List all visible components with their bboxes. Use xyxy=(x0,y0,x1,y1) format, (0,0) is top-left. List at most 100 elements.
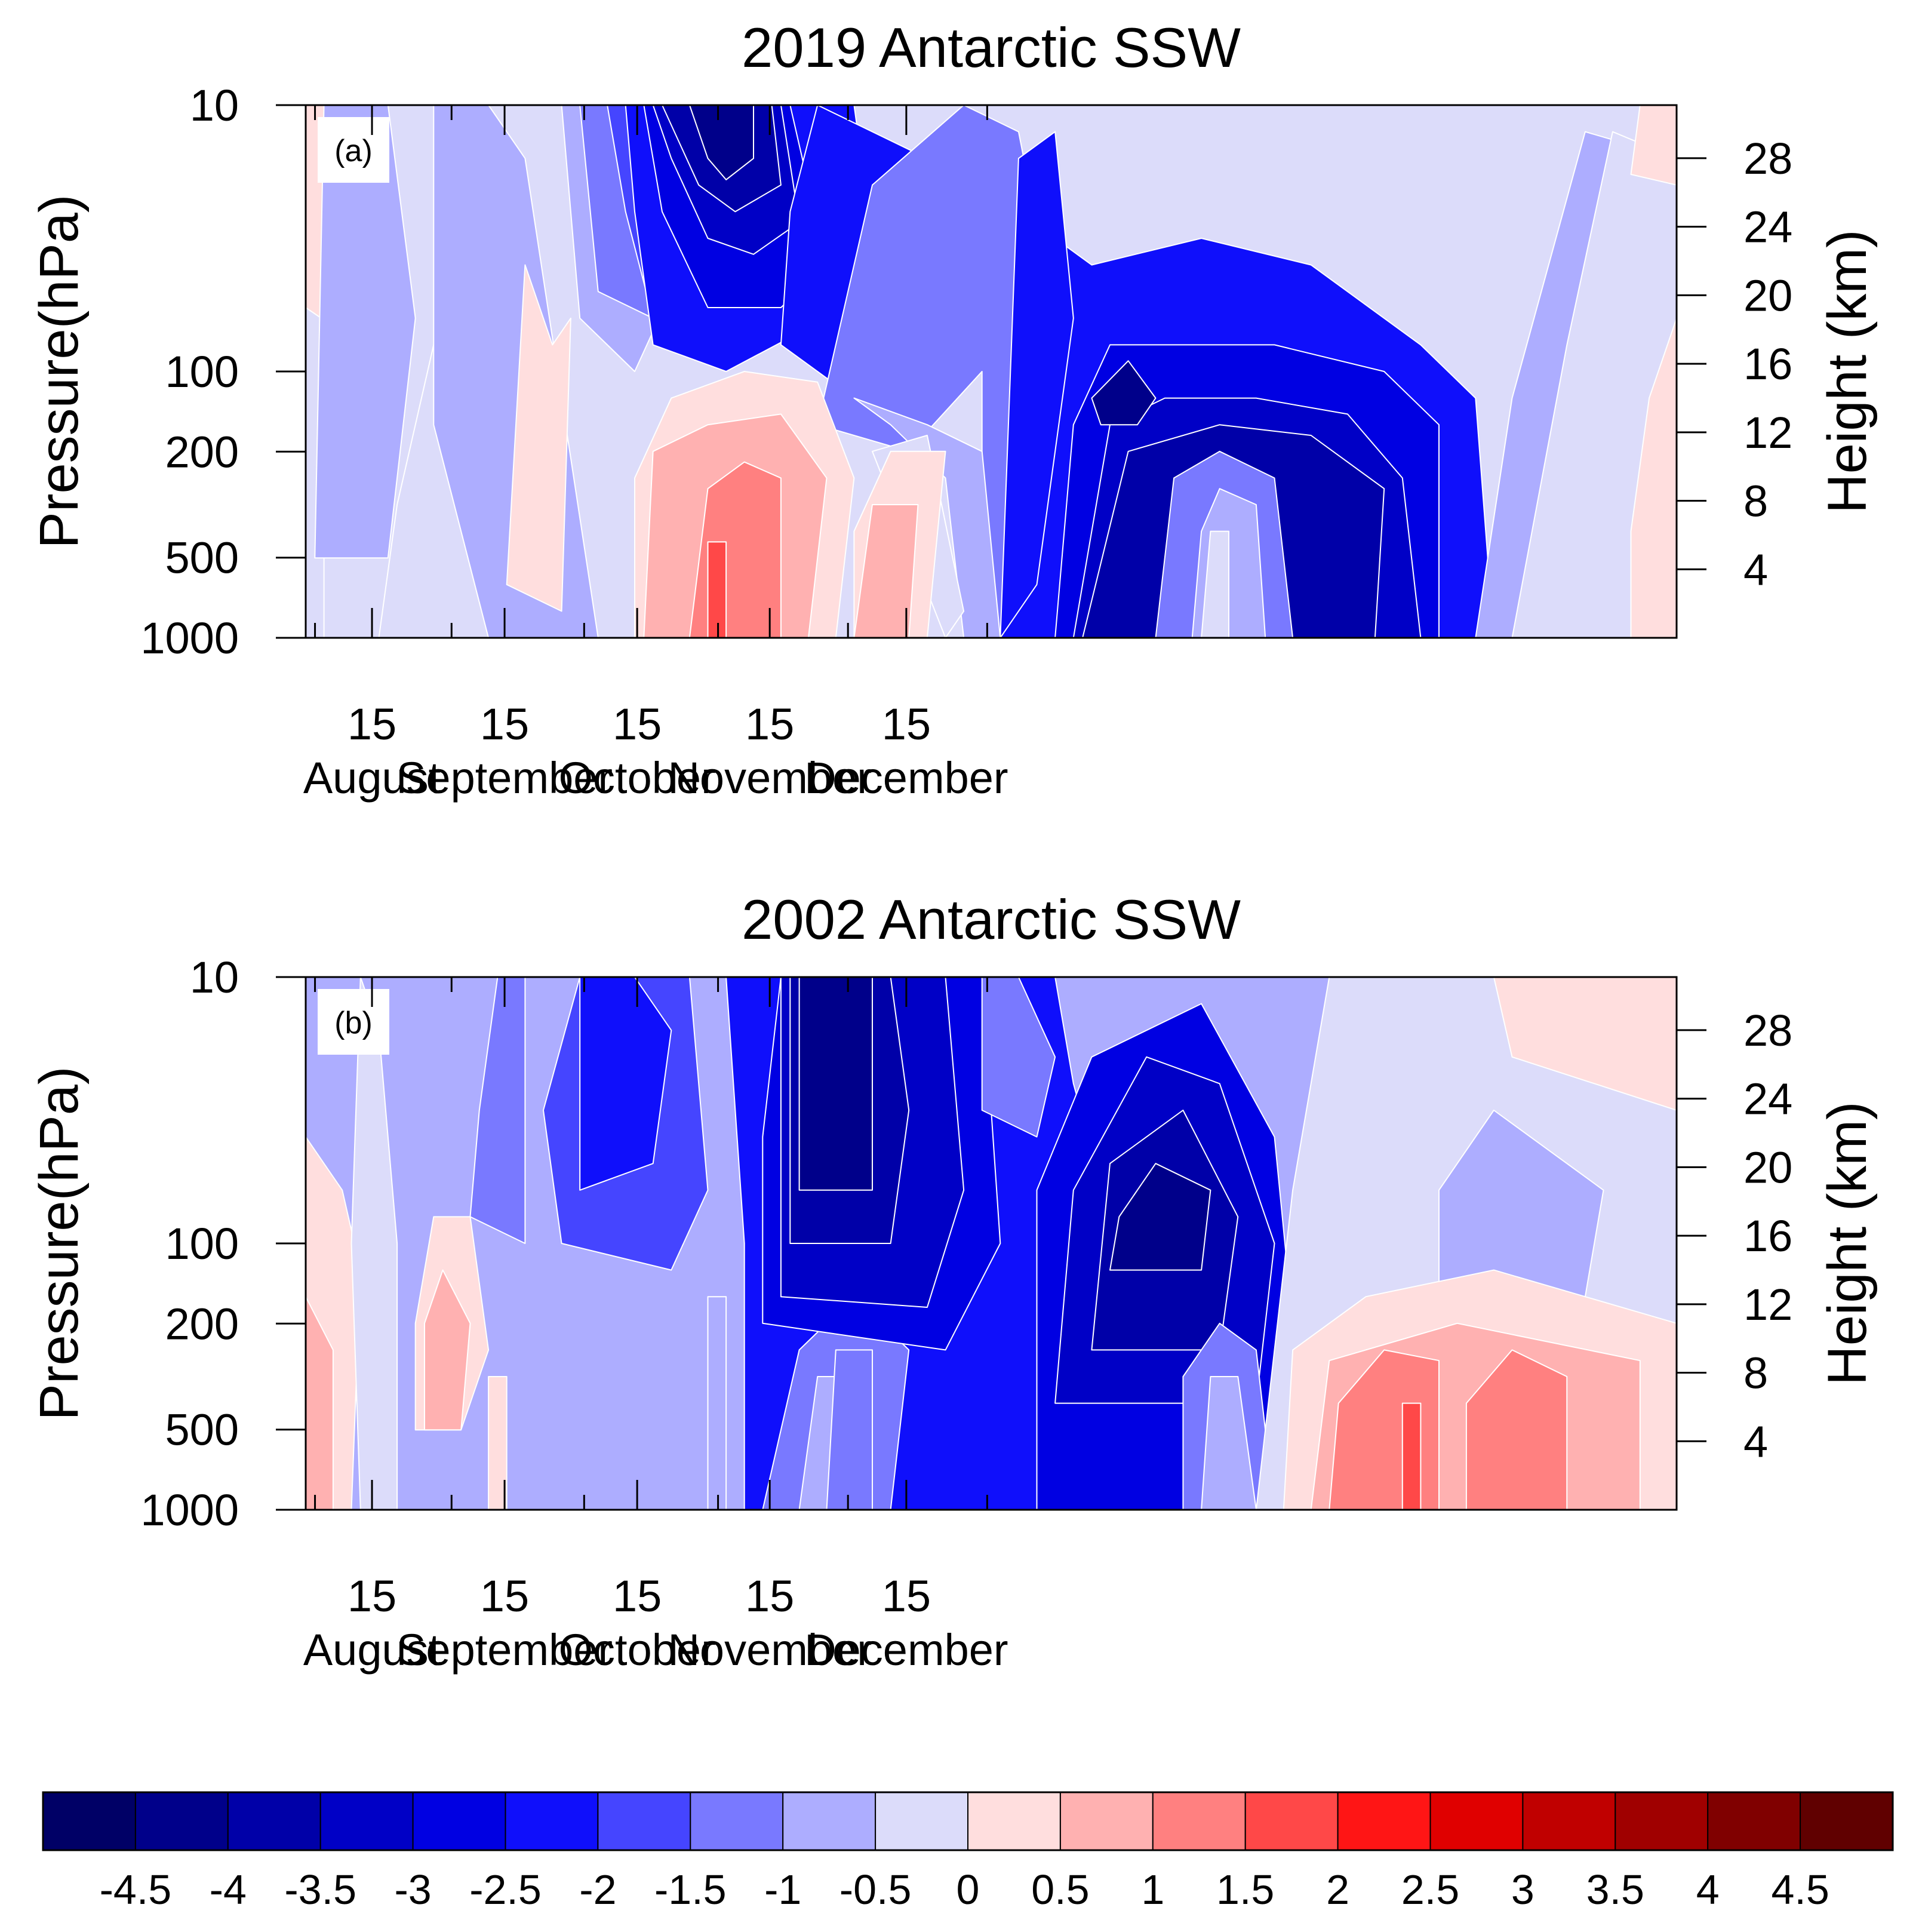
x-day-label: 15 xyxy=(745,699,794,749)
x-month-label: September xyxy=(396,1625,613,1675)
colorbar-swatch xyxy=(1522,1792,1616,1851)
pressure-tick-label: 200 xyxy=(165,427,239,477)
pressure-tick-label: 200 xyxy=(165,1299,239,1349)
colorbar-frame xyxy=(42,1791,1894,1851)
panel-a-ticks: 10100200500100028242016128415August15Sep… xyxy=(140,81,1792,803)
pressure-tick-label: 1000 xyxy=(140,613,239,663)
colorbar-tick-label: -2.5 xyxy=(469,1866,542,1913)
colorbar-swatch xyxy=(597,1792,691,1851)
panel-b-contour-field xyxy=(306,977,1677,1510)
colorbar-tick-label: -4.5 xyxy=(100,1866,172,1913)
contour-region-0-35 xyxy=(1630,317,1677,638)
contour-region-0-21 xyxy=(707,541,727,638)
x-day-label: 15 xyxy=(882,1571,931,1621)
colorbar-tick-label: -4 xyxy=(210,1866,247,1913)
x-month-label: September xyxy=(396,753,613,803)
contour-region-1-31 xyxy=(1465,1349,1568,1510)
panel-a-label: (a) xyxy=(334,134,373,168)
panel-b-label: (b) xyxy=(334,1006,373,1040)
colorbar-swatch xyxy=(690,1792,784,1851)
colorbar-swatch xyxy=(1244,1792,1339,1851)
x-day-label: 15 xyxy=(613,1571,662,1621)
contour-region-1-18 xyxy=(826,1349,873,1510)
pressure-tick-label: 500 xyxy=(165,1405,239,1455)
colorbar-swatch xyxy=(875,1792,968,1851)
colorbar-tick-label: 1 xyxy=(1141,1866,1164,1913)
panel-b-y2label: Height (km) xyxy=(1817,1101,1878,1385)
panel-a: 2019 Antarctic SSW (a) Pressure(hPa) Hei… xyxy=(29,16,1878,803)
x-month-label: November xyxy=(668,753,871,803)
colorbar-tick-label: -3.5 xyxy=(284,1866,356,1913)
height-tick-label: 28 xyxy=(1743,134,1792,183)
colorbar-swatch xyxy=(412,1792,506,1851)
panel-a-contour-field xyxy=(306,105,1677,638)
contour-region-0-29 xyxy=(1000,131,1074,638)
x-day-label: 15 xyxy=(348,1571,396,1621)
x-day-label: 15 xyxy=(348,699,396,749)
colorbar-tick-label: 1.5 xyxy=(1216,1866,1274,1913)
x-month-label: August xyxy=(303,1625,441,1675)
colorbar-swatch xyxy=(1707,1792,1801,1851)
contour-region-1-33 xyxy=(1493,977,1677,1111)
x-month-label: November xyxy=(668,1625,871,1675)
contour-region-1-32 xyxy=(1401,1402,1422,1510)
colorbar-swatch xyxy=(134,1792,229,1851)
colorbar-tick-label: 2.5 xyxy=(1401,1866,1459,1913)
panel-a-y2label: Height (km) xyxy=(1817,229,1878,513)
contour-region-1-23 xyxy=(1109,1163,1211,1271)
contour-region-1-6 xyxy=(488,1376,508,1510)
contour-region-1-10 xyxy=(707,1296,727,1510)
contour-region-1-2 xyxy=(306,1296,334,1510)
colorbar-tick-label: -1 xyxy=(764,1866,801,1913)
panel-b-ticks: 10100200500100028242016128415August15Sep… xyxy=(140,953,1792,1675)
contour-region-1-9 xyxy=(579,977,672,1191)
colorbar-tick-label: 4 xyxy=(1696,1866,1720,1913)
colorbar-tick-label: 2 xyxy=(1326,1866,1349,1913)
height-tick-label: 16 xyxy=(1743,1211,1792,1261)
panel-b-ylabel: Pressure(hPa) xyxy=(29,1066,90,1420)
colorbar-swatch xyxy=(1059,1792,1154,1851)
colorbar-tick-label: 0.5 xyxy=(1031,1866,1089,1913)
height-tick-label: 4 xyxy=(1743,545,1768,594)
pressure-tick-label: 500 xyxy=(165,533,239,583)
colorbar-swatch xyxy=(782,1792,877,1851)
height-tick-label: 20 xyxy=(1743,1142,1792,1192)
x-day-label: 15 xyxy=(480,699,529,749)
colorbar-tick-label: 0 xyxy=(957,1866,980,1913)
panel-a-title: 2019 Antarctic SSW xyxy=(742,16,1241,79)
x-month-label: October xyxy=(559,1625,716,1675)
panel-a-label-box xyxy=(318,117,389,183)
colorbar-swatch xyxy=(1429,1792,1524,1851)
height-tick-label: 28 xyxy=(1743,1006,1792,1055)
colorbar-swatch xyxy=(42,1792,136,1851)
panel-b: 2002 Antarctic SSW (b) Pressure(hPa) Hei… xyxy=(29,888,1878,1675)
height-tick-label: 20 xyxy=(1743,271,1792,320)
height-tick-label: 24 xyxy=(1743,1074,1792,1124)
x-day-label: 15 xyxy=(882,699,931,749)
colorbar-tick-label: 3.5 xyxy=(1586,1866,1644,1913)
panel-a-ylabel: Pressure(hPa) xyxy=(29,194,90,548)
pressure-tick-label: 1000 xyxy=(140,1485,239,1535)
x-month-label: December xyxy=(804,753,1008,803)
colorbar-swatch xyxy=(1152,1792,1246,1851)
contour-region-1-19 xyxy=(981,977,1056,1138)
x-day-label: 15 xyxy=(613,699,662,749)
height-tick-label: 12 xyxy=(1743,1280,1792,1329)
colorbar-tick-label: -0.5 xyxy=(839,1866,912,1913)
colorbar-tick-label: -3 xyxy=(394,1866,431,1913)
x-day-label: 15 xyxy=(745,1571,794,1621)
contour-region-1-17 xyxy=(798,977,873,1191)
contour-region-0-13 xyxy=(688,105,754,180)
x-month-label: December xyxy=(804,1625,1008,1675)
colorbar-swatch xyxy=(505,1792,599,1851)
contour-region-1-25 xyxy=(1201,1376,1257,1510)
colorbar-swatch xyxy=(227,1792,321,1851)
height-tick-label: 16 xyxy=(1743,339,1792,389)
x-month-label: October xyxy=(559,753,716,803)
colorbar-swatch xyxy=(1615,1792,1709,1851)
height-tick-label: 8 xyxy=(1743,477,1768,526)
colorbar: -4.5 -4 -3.5 -3 -2.5 -2 -1.5 -1 -0.5 0 0.5 1 1.5 2 2.5… xyxy=(42,1791,1894,1913)
colorbar-swatch xyxy=(967,1792,1061,1851)
height-tick-label: 8 xyxy=(1743,1349,1768,1398)
